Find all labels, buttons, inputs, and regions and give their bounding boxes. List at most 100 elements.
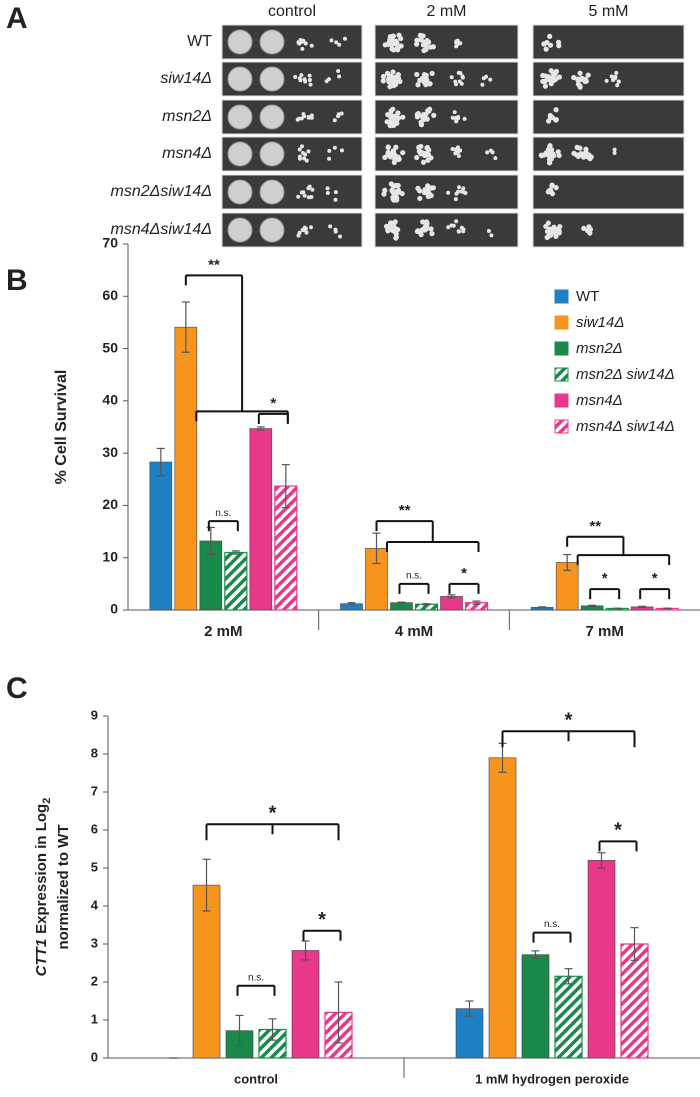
legend-label: WT <box>576 288 599 305</box>
colony <box>390 183 396 189</box>
significance-label: * <box>565 709 573 731</box>
panel-letter: B <box>6 264 28 297</box>
colony <box>614 70 619 75</box>
colony <box>456 154 461 159</box>
y-tick-label: 0 <box>91 1049 98 1064</box>
colony <box>421 152 428 158</box>
bar <box>554 975 583 1059</box>
colony <box>329 38 334 43</box>
colony <box>380 73 387 80</box>
colony <box>446 190 451 195</box>
colony <box>327 156 332 161</box>
y-label-sub: 2 <box>41 798 53 804</box>
colony <box>453 197 458 202</box>
colony <box>302 156 307 161</box>
colony <box>557 223 563 230</box>
colony <box>414 154 420 161</box>
colony <box>463 190 468 195</box>
error-bar <box>563 553 572 571</box>
legend-label: msn2Δ siw14Δ <box>576 366 675 383</box>
colony <box>615 83 620 88</box>
colony <box>333 197 338 202</box>
colony <box>431 112 437 118</box>
colony <box>429 70 435 77</box>
colony <box>388 108 394 114</box>
colony <box>571 74 577 81</box>
colony <box>387 84 393 90</box>
colony <box>393 144 399 150</box>
colony <box>336 68 341 73</box>
colony <box>338 234 343 239</box>
colony <box>458 71 463 76</box>
x-tick-label: 1 mM hydrogen peroxide <box>475 1071 629 1086</box>
significance-label: n.s. <box>215 508 231 519</box>
y-tick-label: 1 <box>91 1011 98 1026</box>
error-bar <box>301 940 310 961</box>
colony <box>486 228 491 233</box>
colony <box>459 189 464 194</box>
colony <box>306 195 311 200</box>
colony <box>428 226 434 232</box>
colony <box>394 73 401 79</box>
colony <box>296 194 301 199</box>
spot <box>259 141 285 167</box>
colony <box>546 160 553 166</box>
legend-swatch <box>554 367 569 382</box>
error-bar <box>538 606 547 609</box>
colony <box>459 225 464 230</box>
colony <box>414 111 420 117</box>
colony <box>453 151 458 156</box>
colony <box>390 39 396 45</box>
colony <box>415 185 421 191</box>
colony <box>399 190 405 197</box>
colony <box>553 233 559 239</box>
colony <box>333 229 338 234</box>
colony <box>488 77 493 82</box>
colony <box>488 148 493 153</box>
colony <box>581 225 587 232</box>
colony <box>293 74 298 79</box>
colony <box>382 154 388 161</box>
colony <box>336 112 341 117</box>
colony <box>303 79 308 84</box>
panel-letter: C <box>6 672 28 705</box>
significance-label: * <box>269 803 277 825</box>
y-tick-label: 60 <box>102 287 118 303</box>
bar <box>192 884 221 1059</box>
spot <box>259 217 285 243</box>
x-tick-label: control <box>234 1071 278 1086</box>
panel-letter: A <box>6 2 28 35</box>
row-label: siw14Δ <box>160 70 212 87</box>
colony <box>422 227 428 233</box>
colony <box>385 144 391 151</box>
colony <box>390 33 396 39</box>
colony <box>426 147 432 153</box>
significance-label: n.s. <box>406 570 422 581</box>
y-tick-label: 20 <box>102 496 118 512</box>
colony <box>542 78 548 85</box>
colony <box>543 223 549 229</box>
colony <box>485 150 490 155</box>
colony <box>556 74 563 80</box>
spot <box>227 141 253 167</box>
colony <box>423 72 429 79</box>
colony <box>390 69 396 75</box>
row-label: msn2Δ <box>162 108 212 125</box>
error-bar <box>422 603 431 606</box>
error-bar <box>638 605 647 608</box>
spot <box>259 66 285 92</box>
significance-label: ** <box>208 256 220 273</box>
colony <box>585 72 591 78</box>
colony <box>543 46 549 52</box>
colony <box>452 110 457 115</box>
colony <box>428 44 434 50</box>
colony <box>304 158 309 163</box>
error-bar <box>613 607 622 610</box>
colony <box>419 113 425 119</box>
spot <box>227 29 253 55</box>
colony <box>393 235 399 241</box>
colony <box>583 146 589 152</box>
colony <box>310 187 315 192</box>
colony <box>583 78 589 84</box>
colony <box>556 230 562 236</box>
